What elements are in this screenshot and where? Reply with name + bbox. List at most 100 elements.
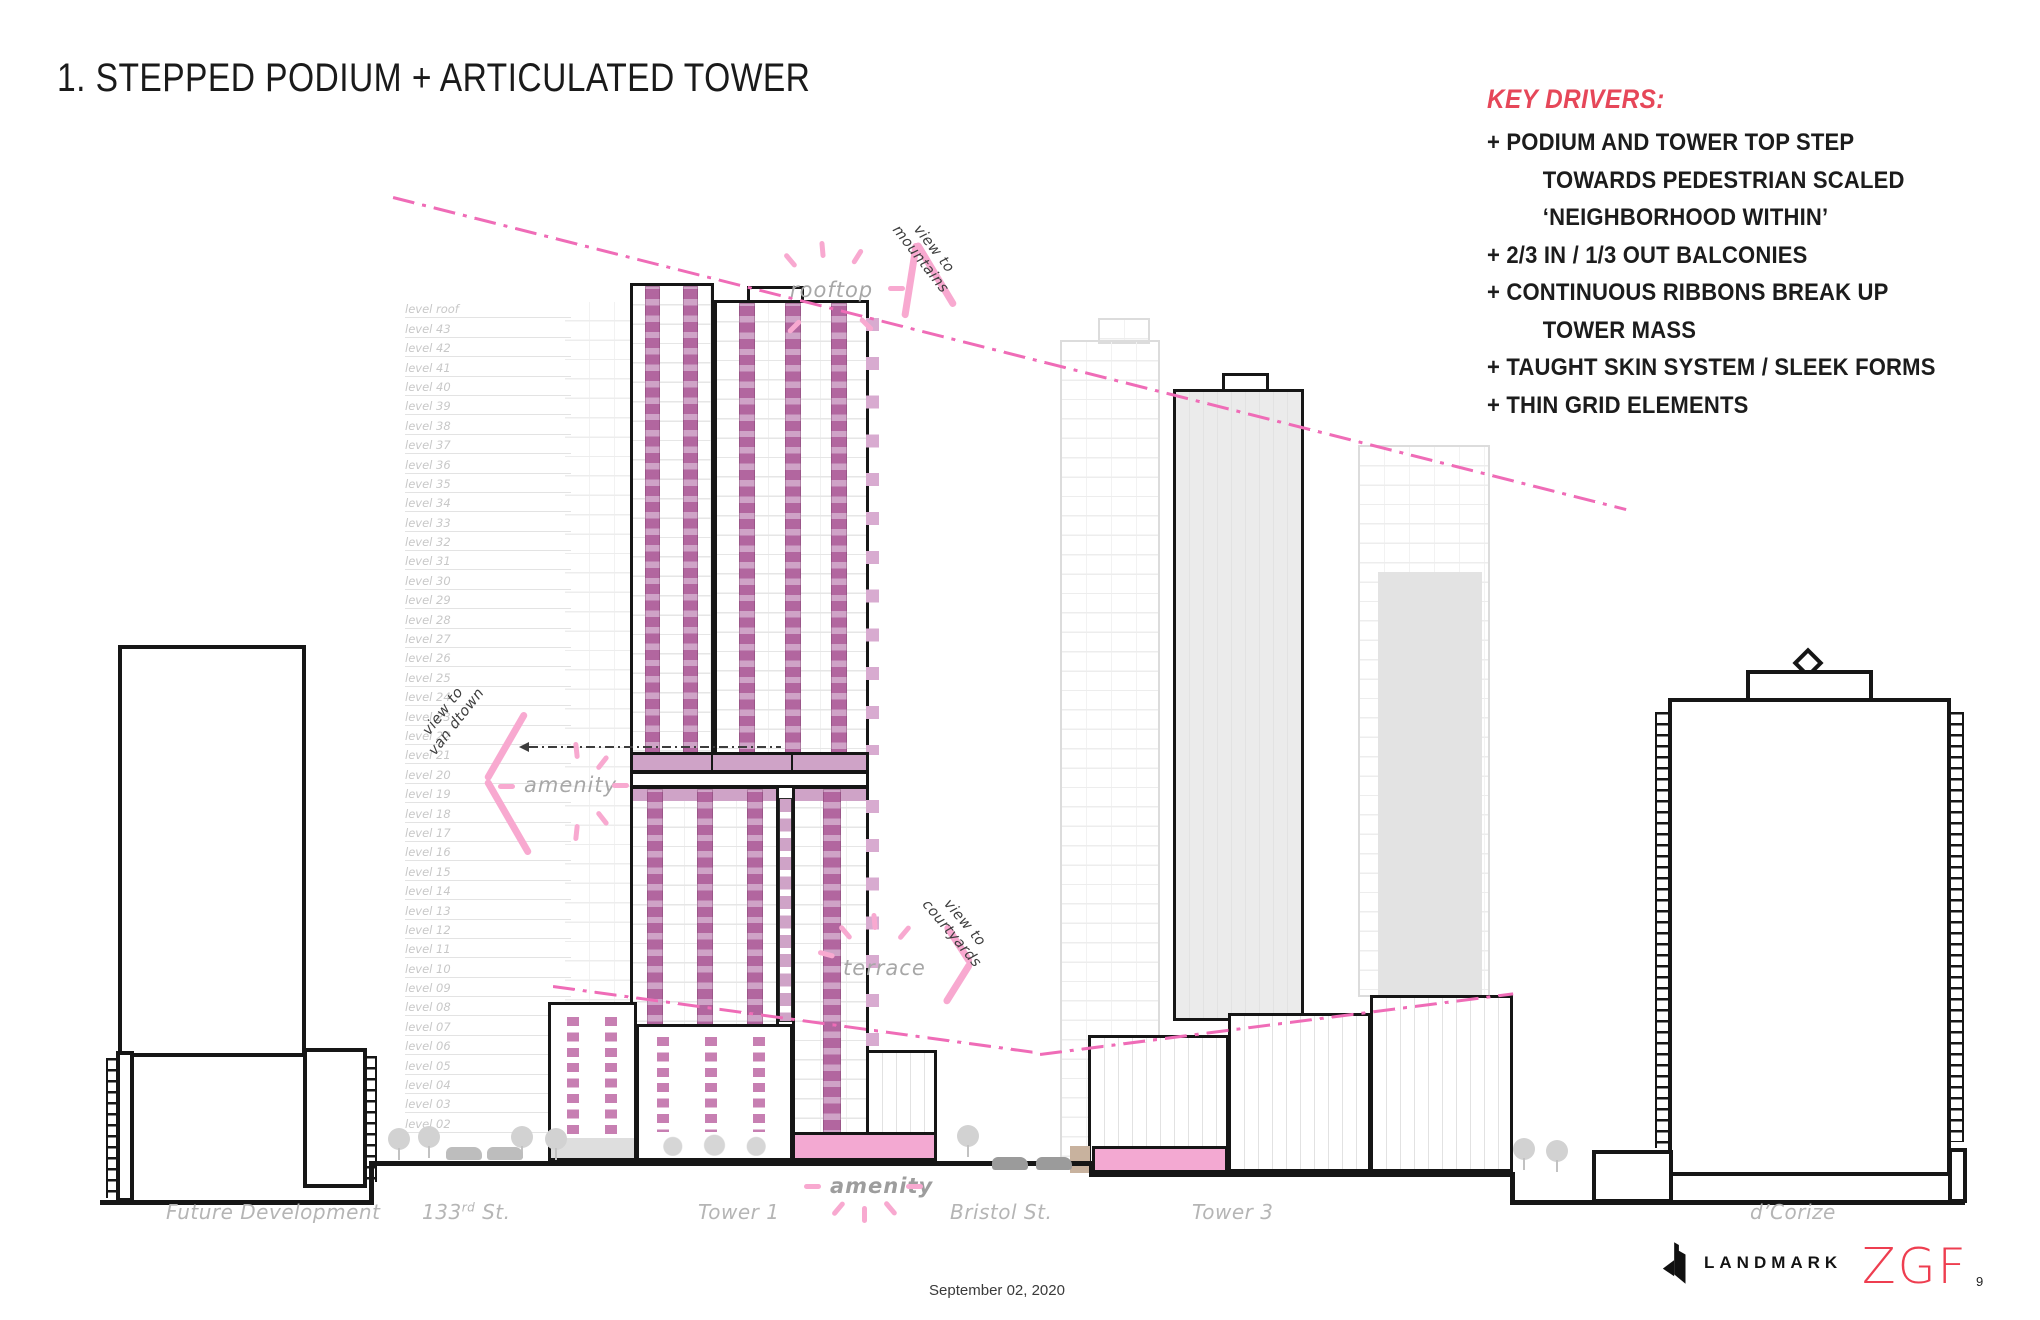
label-future-development: Future Development: [166, 1200, 381, 1224]
level-label: level 38: [405, 418, 451, 433]
level-row: level 10: [405, 958, 571, 978]
ground-line: [369, 1161, 1092, 1166]
level-row: level 06: [405, 1036, 571, 1056]
level-row: level 35: [405, 474, 571, 493]
dcorize-left-balconies: [1655, 712, 1670, 1148]
level-label: level 06: [405, 1039, 451, 1054]
street-car: [446, 1147, 482, 1160]
view-mountains-label: view to mountains: [888, 221, 958, 297]
level-row: level 38: [405, 415, 571, 435]
level-label: level 31: [405, 554, 451, 569]
key-driver-item: + THIN GRID ELEMENTS: [1487, 391, 1749, 419]
podium-windows: [605, 1013, 617, 1134]
sun-ray: [804, 1184, 821, 1189]
level-label: level 07: [405, 1019, 451, 1034]
tower1-balconies-upper-right: [866, 318, 879, 755]
podium-windows: [657, 1033, 669, 1132]
level-row: level 05: [405, 1055, 571, 1075]
facade-ribbon: [647, 789, 663, 1030]
level-label: level 21: [405, 748, 451, 763]
level-label: level 43: [405, 321, 451, 336]
level-row: level 18: [405, 803, 571, 823]
dcorize-main: [1668, 698, 1951, 1176]
level-label: level 22: [405, 728, 451, 743]
level-row: level 33: [405, 512, 571, 532]
level-row: level 42: [405, 338, 571, 358]
level-label: level 35: [405, 476, 451, 491]
level-row: level 34: [405, 493, 571, 513]
street-car: [992, 1157, 1028, 1170]
label-dcorize: d’Corize: [1750, 1200, 1836, 1224]
level-label: level 40: [405, 379, 451, 394]
sun-ray: [819, 240, 826, 259]
tower1-podium-center: [636, 1024, 793, 1161]
level-label: level 24: [405, 690, 451, 705]
tower3-podium-right: [1370, 995, 1513, 1172]
key-drivers-list: + PODIUM AND TOWER TOP STEP TOWARDS PEDES…: [1487, 124, 2040, 424]
level-row: level 14: [405, 881, 571, 901]
facade-ribbon: [831, 303, 847, 770]
tower1-upper-right-slab: [714, 300, 869, 773]
dcorize-step-right: [1948, 1148, 1967, 1203]
level-row: level 21: [405, 745, 571, 765]
level-row: level 11: [405, 939, 571, 959]
level-row: level 28: [405, 609, 571, 629]
key-driver-item: + TAUGHT SKIN SYSTEM / SLEEK FORMS: [1487, 354, 1936, 381]
level-label: level 08: [405, 1000, 451, 1015]
dcorize-right-balconies: [1949, 712, 1964, 1142]
sun-ray: [883, 1200, 898, 1217]
level-row: level 27: [405, 629, 571, 649]
street-kiosk: [1070, 1146, 1090, 1173]
podium-windows: [567, 1013, 579, 1134]
level-row: level 24: [405, 687, 571, 707]
level-label: level 11: [405, 942, 451, 957]
level-label: level 05: [405, 1058, 451, 1073]
key-driver-item: TOWARDS PEDESTRIAN SCALED: [1542, 166, 1905, 194]
level-row: level 12: [405, 920, 571, 939]
level-label: level 16: [405, 845, 451, 860]
tower1-balconies-inner: [779, 798, 792, 1022]
page-number: 9: [1976, 1274, 1984, 1289]
future-development-right-balconies: [365, 1056, 377, 1182]
key-driver-item: ‘NEIGHBORHOOD WITHIN’: [1542, 204, 1829, 231]
level-label: level 37: [405, 438, 451, 453]
level-label: level 32: [405, 535, 451, 550]
level-row: level roof: [405, 299, 571, 319]
street-tree: [418, 1126, 440, 1158]
facade-ribbon: [785, 303, 801, 770]
level-row: level 16: [405, 842, 571, 862]
level-row: level 13: [405, 900, 571, 920]
level-row: level 32: [405, 532, 571, 552]
level-row: level 43: [405, 318, 571, 338]
tower3-podium-mid: [1228, 1013, 1371, 1172]
level-label: level 39: [405, 399, 451, 414]
tower1-amenity-band: [630, 752, 869, 773]
sun-ray: [498, 784, 515, 789]
facade-ribbon: [823, 789, 841, 1158]
future-development-left-balconies: [106, 1058, 118, 1198]
level-row: level 23: [405, 706, 571, 726]
label-tower-3: Tower 3: [1192, 1200, 1274, 1224]
level-row: level 08: [405, 997, 571, 1017]
facade-ribbon: [683, 286, 698, 770]
facade-ribbon: [739, 303, 755, 770]
level-row: level 29: [405, 590, 571, 610]
level-row: level 07: [405, 1016, 571, 1036]
dcorize-step-left: [1592, 1150, 1673, 1203]
level-label: level 14: [405, 884, 451, 899]
level-label: level 19: [405, 787, 451, 802]
level-label: level 41: [405, 360, 451, 375]
landmark-logo-icon: [1662, 1242, 1686, 1284]
future-development-left-column: [116, 1051, 134, 1202]
level-row: level 02: [405, 1113, 571, 1133]
level-row: level 03: [405, 1094, 571, 1114]
level-label: level 09: [405, 981, 451, 996]
level-label: level 12: [405, 922, 451, 937]
level-label: level 28: [405, 612, 451, 627]
facade-ribbon: [747, 789, 763, 1030]
tower1-upper-left-slab: [630, 283, 714, 773]
amenity-level-label: amenity: [524, 773, 618, 797]
street-tree: [388, 1128, 410, 1160]
level-scale: level roof level 43 level 42 level 41 level …: [405, 299, 571, 1133]
